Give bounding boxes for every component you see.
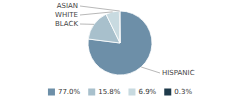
legend-item: 77.0% xyxy=(48,88,81,96)
legend-label: 0.3% xyxy=(174,88,192,96)
legend-item: 0.3% xyxy=(164,88,192,96)
legend-swatch xyxy=(164,89,171,96)
annotations: HISPANIC BLACKWHITEASIAN xyxy=(55,2,195,77)
slice-label: ASIAN xyxy=(57,2,78,10)
chart: HISPANIC BLACKWHITEASIAN 77.0% 15.8% 6.9% 0.3… xyxy=(0,0,240,100)
slice-label: HISPANIC xyxy=(162,69,195,77)
slice-label: BLACK xyxy=(55,20,78,28)
leader-line xyxy=(141,67,160,73)
legend-label: 77.0% xyxy=(58,88,81,96)
pie-slice xyxy=(106,11,120,43)
legend-swatch xyxy=(88,89,95,96)
legend-label: 15.8% xyxy=(98,88,121,96)
leader-line xyxy=(80,6,120,11)
legend-swatch xyxy=(128,89,135,96)
leader-line xyxy=(80,24,94,25)
pie-slice xyxy=(119,11,121,43)
leader-line xyxy=(80,12,113,15)
legend: 77.0% 15.8% 6.9% 0.3% xyxy=(48,88,192,96)
pie xyxy=(88,11,152,75)
slice-label: WHITE xyxy=(55,11,78,19)
legend-swatch xyxy=(48,89,55,96)
legend-item: 15.8% xyxy=(88,88,121,96)
legend-item: 6.9% xyxy=(128,88,156,96)
legend-label: 6.9% xyxy=(138,88,156,96)
pie-slice xyxy=(88,11,152,75)
